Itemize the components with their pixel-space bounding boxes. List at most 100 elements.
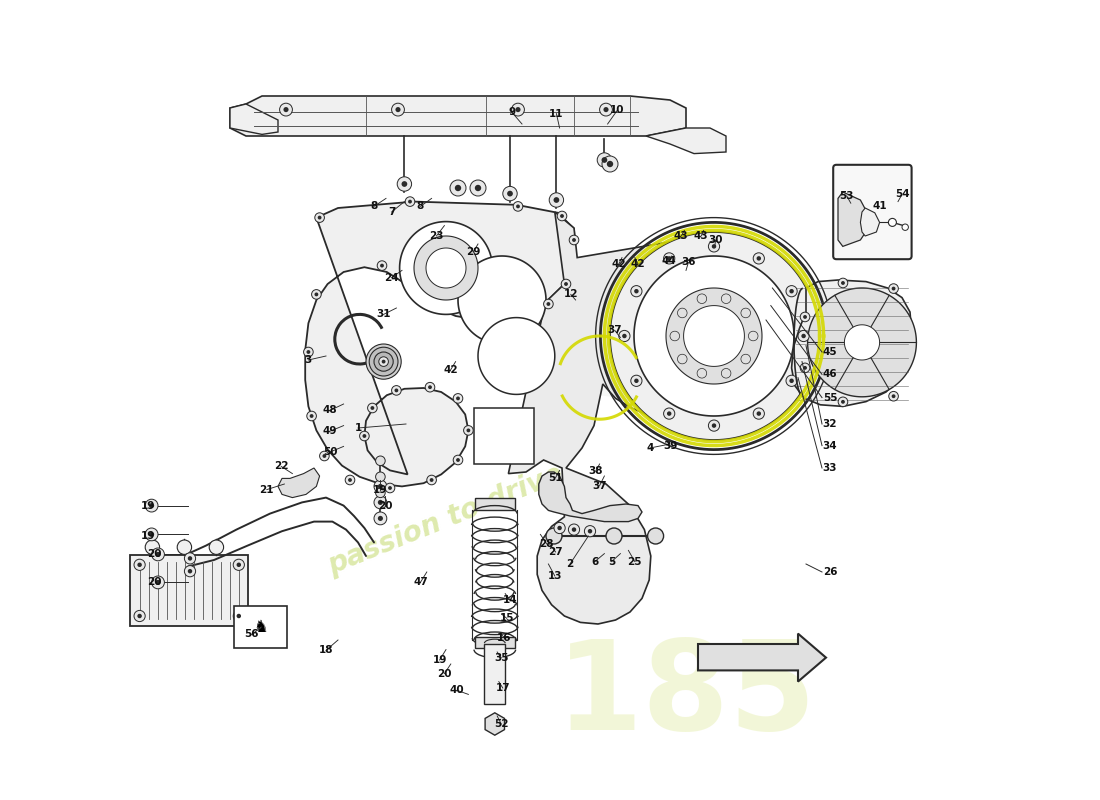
Circle shape — [547, 302, 550, 306]
Circle shape — [558, 526, 562, 530]
Text: 27: 27 — [548, 547, 563, 557]
Text: 4: 4 — [647, 443, 653, 453]
Circle shape — [838, 278, 848, 288]
Circle shape — [678, 308, 688, 318]
Circle shape — [405, 197, 415, 206]
Circle shape — [635, 378, 639, 383]
Circle shape — [366, 344, 402, 379]
Polygon shape — [278, 468, 320, 498]
Text: 21: 21 — [260, 485, 274, 494]
Circle shape — [378, 357, 388, 366]
Text: 185: 185 — [556, 635, 816, 757]
Circle shape — [516, 107, 520, 112]
Circle shape — [514, 202, 522, 211]
Circle shape — [602, 157, 607, 163]
Circle shape — [619, 330, 630, 342]
Circle shape — [375, 456, 385, 466]
Text: 20: 20 — [147, 550, 162, 559]
Circle shape — [307, 411, 317, 421]
Text: ♞: ♞ — [253, 618, 267, 636]
Text: 41: 41 — [872, 202, 887, 211]
Circle shape — [741, 354, 750, 364]
Circle shape — [145, 540, 160, 554]
Polygon shape — [683, 306, 745, 366]
Circle shape — [233, 610, 244, 622]
Circle shape — [145, 499, 158, 512]
Text: 20: 20 — [437, 669, 452, 678]
Text: 12: 12 — [563, 290, 579, 299]
Circle shape — [155, 580, 161, 585]
Circle shape — [712, 423, 716, 428]
Circle shape — [798, 330, 810, 342]
Circle shape — [395, 107, 400, 112]
Circle shape — [310, 414, 314, 418]
Text: 54: 54 — [894, 190, 910, 199]
Text: 35: 35 — [494, 653, 508, 662]
Text: 20: 20 — [378, 502, 393, 511]
Circle shape — [560, 214, 564, 218]
Circle shape — [757, 411, 761, 416]
Text: 16: 16 — [497, 633, 512, 642]
Circle shape — [382, 360, 385, 363]
Polygon shape — [305, 202, 575, 486]
Circle shape — [311, 290, 321, 299]
Circle shape — [374, 496, 387, 509]
Circle shape — [363, 434, 366, 438]
Bar — [484, 644, 505, 704]
Circle shape — [748, 331, 758, 341]
Polygon shape — [508, 212, 772, 624]
Circle shape — [374, 512, 387, 525]
Circle shape — [145, 528, 158, 541]
Circle shape — [600, 103, 613, 116]
Text: 32: 32 — [823, 419, 837, 429]
Text: 51: 51 — [548, 473, 563, 482]
Text: 38: 38 — [588, 466, 603, 476]
Circle shape — [667, 411, 671, 416]
Circle shape — [233, 559, 244, 570]
Text: 45: 45 — [823, 347, 837, 357]
Text: 26: 26 — [823, 567, 837, 577]
Circle shape — [397, 177, 411, 191]
Circle shape — [177, 540, 191, 554]
Circle shape — [572, 527, 576, 532]
Circle shape — [569, 524, 580, 535]
Circle shape — [587, 529, 592, 534]
Circle shape — [138, 562, 142, 567]
Circle shape — [635, 289, 639, 294]
Text: 56: 56 — [244, 630, 258, 639]
Polygon shape — [414, 236, 478, 300]
Text: 7: 7 — [388, 207, 395, 217]
Polygon shape — [610, 232, 818, 440]
Circle shape — [543, 299, 553, 309]
Polygon shape — [807, 288, 916, 397]
Text: 25: 25 — [627, 557, 642, 566]
Circle shape — [236, 614, 241, 618]
Circle shape — [322, 454, 327, 458]
Circle shape — [381, 264, 384, 267]
Circle shape — [889, 391, 899, 401]
Text: 1: 1 — [354, 423, 362, 433]
Bar — [130, 555, 249, 626]
Circle shape — [597, 153, 612, 167]
Circle shape — [315, 213, 324, 222]
Circle shape — [236, 562, 241, 567]
Bar — [234, 606, 287, 648]
Circle shape — [427, 475, 437, 485]
Text: 18: 18 — [319, 646, 333, 655]
Text: 28: 28 — [539, 539, 554, 549]
Text: 15: 15 — [499, 614, 514, 623]
Text: 39: 39 — [663, 441, 678, 450]
Polygon shape — [230, 96, 686, 136]
Circle shape — [456, 397, 460, 400]
Circle shape — [470, 180, 486, 196]
Text: 43: 43 — [674, 231, 689, 241]
Circle shape — [466, 429, 471, 432]
Text: 8: 8 — [417, 202, 424, 211]
Circle shape — [188, 556, 192, 561]
Polygon shape — [698, 634, 826, 682]
Circle shape — [374, 480, 387, 493]
Text: 22: 22 — [274, 462, 288, 471]
Bar — [475, 498, 515, 510]
Text: 5: 5 — [608, 557, 615, 566]
Circle shape — [892, 286, 895, 290]
